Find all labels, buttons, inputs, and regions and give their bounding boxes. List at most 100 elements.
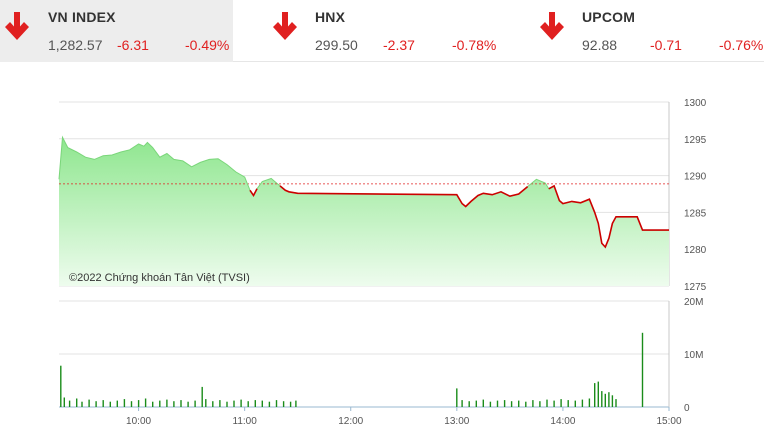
volume-grid [59,300,670,408]
time-tick-label: 15:00 [656,416,681,427]
volume-bar [581,399,584,407]
intraday-chart: 1300 1295 1290 1285 1280 1275 ©2022 Chứng kho… [58,98,707,427]
ticker-bar: VN INDEX 1,282.57 -6.31 -0.49% HNX 299.5… [0,0,764,62]
ticker-upcom[interactable]: UPCOM 92.88 -0.71 -0.76% [535,0,764,62]
ticker-value: 1,282.57 [48,37,103,53]
volume-bar [456,388,458,407]
volume-bar [608,392,610,407]
ticker-vnindex[interactable]: VN INDEX 1,282.57 -6.31 -0.49% [0,0,233,62]
volume-bar [123,399,126,407]
volume-bar [109,401,111,407]
volume-bar [187,401,189,407]
volume-bar [159,400,161,407]
time-tick-label: 13:00 [444,416,469,427]
volume-bar [611,395,614,407]
volume-bar [275,400,278,407]
price-area [59,137,669,286]
price-tick-label: 1300 [684,98,707,109]
ticker-name: VN INDEX [48,9,116,25]
volume-tick-label: 10M [684,350,703,361]
volume-tick-label: 20M [684,297,703,308]
volume-bars [60,332,644,408]
volume-bar [615,399,617,407]
time-axis: 10:00 11:00 12:00 13:00 14:00 15:00 [126,407,682,427]
volume-bar [594,383,596,407]
volume-bar [240,399,242,407]
volume-bar [553,400,555,407]
volume-bar [475,400,477,407]
volume-tick-label: 0 [684,403,690,414]
volume-bar [532,400,534,407]
ticker-percent: -0.78% [452,37,497,53]
price-tick-label: 1280 [684,245,707,256]
price-tick-label: 1295 [684,135,707,146]
volume-bar [604,393,606,408]
volume-bar [130,401,133,407]
volume-bar [63,397,65,407]
volume-bar [102,400,104,407]
volume-bar [282,401,285,407]
price-tick-label: 1275 [684,282,707,293]
volume-bar [152,401,154,407]
volume-bar [88,399,90,407]
volume-bar [461,400,463,407]
volume-bar [76,398,78,407]
volume-bar [95,401,97,407]
volume-bar [173,401,175,407]
ticker-change: -2.37 [383,37,415,53]
volume-bar [116,400,118,407]
volume-bar [560,399,562,407]
ticker-change: -6.31 [117,37,149,53]
volume-bar [268,401,271,407]
volume-bar [496,400,499,407]
volume-bar [226,401,228,407]
volume-bar [489,401,492,407]
volume-bar [539,401,541,407]
volume-bar [597,381,599,407]
price-tick-label: 1285 [684,208,707,219]
price-axis: 1300 1295 1290 1285 1280 1275 [684,98,707,293]
volume-bar [254,400,256,407]
volume-bar [567,400,569,407]
volume-bar [525,401,527,407]
volume-axis: 20M 10M 0 [684,297,703,414]
volume-bar [261,400,263,407]
volume-bar [503,400,506,407]
volume-bar [295,400,297,407]
time-tick-label: 14:00 [550,416,575,427]
ticker-name: UPCOM [582,9,636,25]
volume-bar [144,398,147,407]
volume-bar [482,399,484,407]
volume-bar [510,401,513,407]
price-line-down [249,184,669,249]
ticker-hnx[interactable]: HNX 299.50 -2.37 -0.78% [268,0,533,62]
volume-bar [81,401,83,407]
ticker-percent: -0.49% [185,37,230,53]
volume-bar [166,399,168,407]
price-tick-label: 1290 [684,172,707,183]
volume-bar [518,400,520,407]
arrow-down-icon [540,12,564,40]
watermark: ©2022 Chứng khoán Tân Việt (TVSI) [69,272,250,284]
ticker-percent: -0.76% [719,37,764,53]
volume-bar [180,400,182,407]
ticker-value: 92.88 [582,37,618,53]
arrow-down-icon [273,12,297,40]
volume-bar [212,401,214,407]
volume-bar [201,386,203,407]
ticker-name: HNX [315,9,346,25]
time-tick-label: 11:00 [233,416,258,427]
volume-bar [137,400,140,407]
volume-bar [574,400,576,407]
volume-bar [289,401,292,407]
time-tick-label: 12:00 [338,416,363,427]
volume-bar [588,398,591,407]
volume-bar [546,399,548,407]
volume-bar [641,332,644,407]
volume-bar [194,400,196,407]
volume-bar [60,365,62,407]
ticker-value: 299.50 [315,37,358,53]
volume-bar [601,391,603,407]
volume-bar [68,400,71,407]
ticker-change: -0.71 [650,37,682,53]
